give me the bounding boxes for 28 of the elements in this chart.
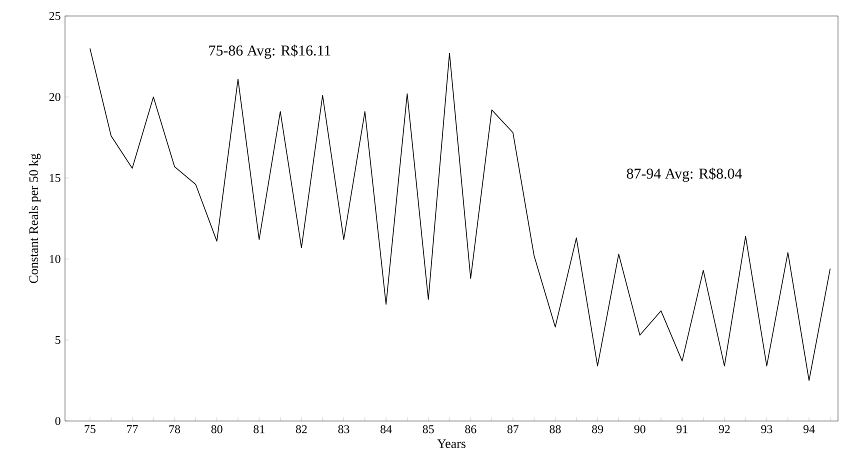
x-tick-label: 77 xyxy=(127,425,138,434)
y-tick-label: 5 xyxy=(56,336,60,344)
y-tick-label: 0 xyxy=(55,416,60,426)
x-tick-label: 84 xyxy=(380,425,392,434)
annotation: 75-86 Avg: R$16.11 xyxy=(209,44,330,59)
x-tick-label: 89 xyxy=(592,425,604,434)
y-tick-label: 15 xyxy=(50,174,60,182)
x-tick-label: 75 xyxy=(84,425,96,434)
y-tick-label: 25 xyxy=(49,12,60,20)
x-tick-label: 93 xyxy=(761,425,772,434)
x-tick-label: 83 xyxy=(338,425,350,434)
x-tick-label: 94 xyxy=(803,425,815,434)
x-tick-label: 90 xyxy=(634,425,646,434)
annotation: 87-94 Avg: R$8.04 xyxy=(626,168,742,182)
x-tick-label: 87 xyxy=(507,425,519,434)
y-axis-title: Constant Reals per 50 kg xyxy=(28,154,41,284)
x-tick-label: 78 xyxy=(169,425,180,434)
x-tick-label: 88 xyxy=(550,425,561,434)
x-axis-title: Years xyxy=(437,439,466,448)
x-tick-label: 81 xyxy=(254,425,264,434)
x-tick-label: 86 xyxy=(465,425,476,434)
x-tick-label: 85 xyxy=(422,425,434,434)
x-tick-label: 82 xyxy=(296,425,307,434)
x-tick-label: 91 xyxy=(676,425,688,434)
x-tick-label: 80 xyxy=(211,425,222,434)
y-tick-label: 20 xyxy=(49,92,60,102)
x-tick-label: 92 xyxy=(718,425,730,434)
y-tick-label: 10 xyxy=(50,254,60,264)
